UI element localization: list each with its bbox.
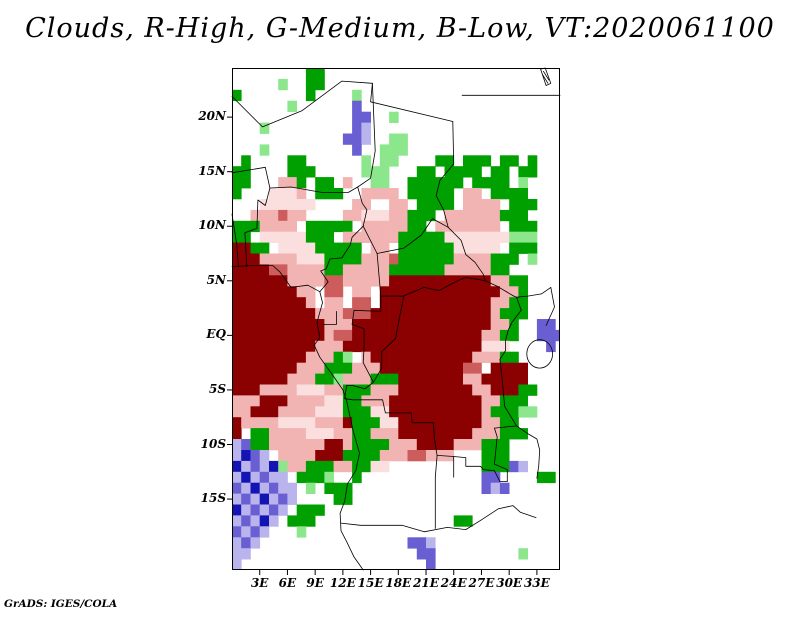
x-tick-label: 21E [413,576,439,590]
y-tick-label: 10N [198,218,226,233]
cloud-grid-layer [232,68,560,570]
x-tick-label: 3E [250,576,269,590]
y-tick-label: 20N [198,109,226,124]
map-borders-layer [231,67,561,571]
plot-title: Clouds, R-High, G-Medium, B-Low, VT:2020… [25,13,775,44]
lake-victoria-outline [526,339,554,369]
x-tick-label: 18E [385,576,412,590]
x-tick-label: 27E [468,576,495,590]
x-tick-label: 24E [440,576,467,590]
y-tick-label: 10S [200,436,226,451]
x-tick-label: 15E [357,576,384,590]
x-tick-label: 12E [329,576,356,590]
y-tick-label: EQ [206,327,226,342]
y-tick-label: 5S [208,381,226,396]
x-tick-label: 30E [496,576,523,590]
y-tick-label: 15N [198,163,226,178]
axis-ticks-layer [227,116,538,575]
y-tick-label: 15S [200,491,226,506]
plot-frame [232,68,560,570]
grads-watermark: GrADS: IGES/COLA [4,598,118,610]
x-tick-label: 9E [306,576,324,590]
y-tick-label: 5N [206,272,226,287]
cloud-map-plot [227,67,561,575]
x-tick-label: 33E [523,576,550,590]
x-tick-label: 6E [278,576,297,590]
